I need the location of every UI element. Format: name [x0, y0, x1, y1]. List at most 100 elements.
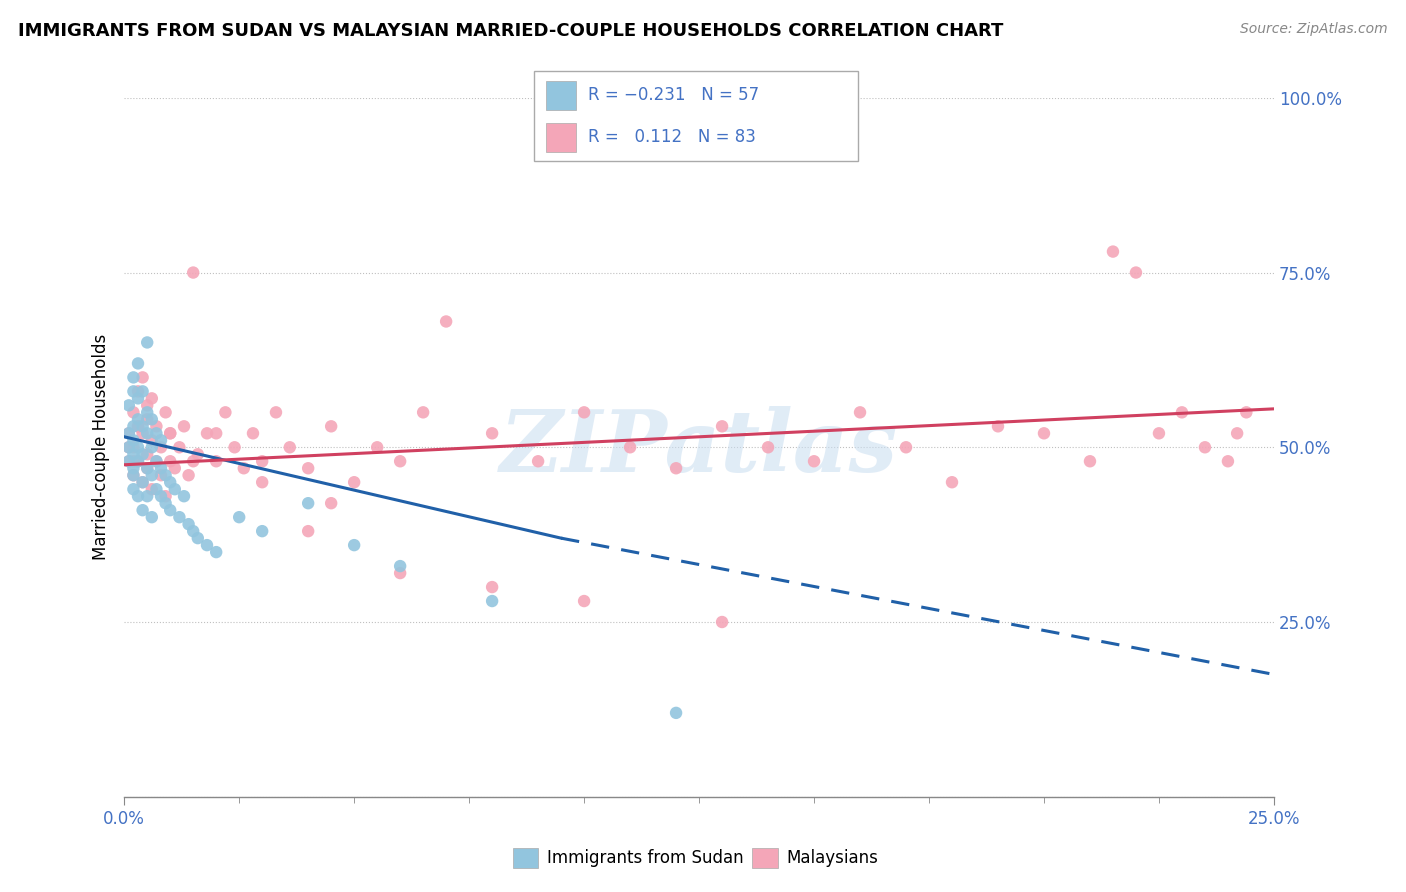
- Point: [169, 440, 191, 454]
- Point: [941, 475, 963, 490]
- Point: [118, 426, 141, 441]
- Point: [141, 510, 163, 524]
- Point: [141, 412, 163, 426]
- Point: [150, 489, 173, 503]
- Point: [155, 468, 177, 483]
- Point: [389, 559, 412, 574]
- Point: [159, 475, 181, 490]
- Point: [155, 489, 177, 503]
- Point: [127, 412, 149, 426]
- Point: [163, 482, 186, 496]
- Point: [169, 510, 191, 524]
- Point: [141, 440, 163, 454]
- Point: [177, 517, 200, 532]
- Point: [136, 447, 159, 461]
- Point: [141, 482, 163, 496]
- Point: [481, 580, 503, 594]
- Point: [122, 434, 145, 448]
- Point: [131, 475, 153, 490]
- Point: [250, 475, 273, 490]
- Point: [527, 454, 550, 468]
- Point: [150, 434, 173, 448]
- Point: [145, 482, 167, 496]
- Point: [173, 419, 195, 434]
- Point: [141, 468, 163, 483]
- Point: [159, 426, 181, 441]
- Point: [141, 434, 163, 448]
- Point: [131, 384, 153, 399]
- Point: [122, 384, 145, 399]
- Point: [155, 496, 177, 510]
- Point: [214, 405, 236, 419]
- Point: [122, 461, 145, 475]
- Point: [127, 392, 149, 406]
- Point: [1147, 426, 1170, 441]
- Point: [145, 454, 167, 468]
- Point: [131, 503, 153, 517]
- Text: Immigrants from Sudan: Immigrants from Sudan: [547, 849, 744, 867]
- Point: [136, 398, 159, 412]
- Point: [187, 447, 209, 461]
- Point: [803, 454, 825, 468]
- Point: [127, 454, 149, 468]
- Point: [181, 266, 204, 280]
- Point: [141, 392, 163, 406]
- Point: [481, 594, 503, 608]
- Point: [366, 440, 388, 454]
- Point: [181, 524, 204, 538]
- Point: [389, 454, 412, 468]
- Point: [756, 440, 779, 454]
- Point: [122, 440, 145, 454]
- Point: [145, 454, 167, 468]
- Text: R =   0.112   N = 83: R = 0.112 N = 83: [588, 128, 755, 146]
- Point: [1033, 426, 1056, 441]
- Point: [343, 475, 366, 490]
- Point: [278, 440, 301, 454]
- Point: [145, 419, 167, 434]
- Point: [136, 461, 159, 475]
- Point: [1226, 426, 1249, 441]
- Point: [321, 419, 343, 434]
- Point: [481, 426, 503, 441]
- Text: R = −0.231   N = 57: R = −0.231 N = 57: [588, 87, 759, 104]
- Point: [572, 594, 595, 608]
- Point: [619, 440, 641, 454]
- Point: [122, 468, 145, 483]
- Point: [297, 524, 319, 538]
- Point: [177, 468, 200, 483]
- Point: [711, 615, 734, 629]
- Point: [250, 524, 273, 538]
- Point: [1216, 454, 1239, 468]
- Point: [122, 419, 145, 434]
- Point: [122, 370, 145, 384]
- Point: [136, 335, 159, 350]
- Point: [122, 405, 145, 419]
- Point: [572, 405, 595, 419]
- Point: [181, 454, 204, 468]
- Point: [131, 419, 153, 434]
- Text: Source: ZipAtlas.com: Source: ZipAtlas.com: [1240, 22, 1388, 37]
- Point: [412, 405, 434, 419]
- Point: [389, 566, 412, 580]
- Point: [159, 426, 181, 441]
- Point: [131, 370, 153, 384]
- Point: [434, 314, 457, 328]
- Point: [205, 426, 228, 441]
- Point: [894, 440, 917, 454]
- Point: [127, 440, 149, 454]
- Point: [987, 419, 1010, 434]
- Point: [321, 496, 343, 510]
- Point: [665, 461, 688, 475]
- Point: [159, 503, 181, 517]
- Point: [145, 426, 167, 441]
- Point: [122, 482, 145, 496]
- Point: [205, 454, 228, 468]
- Point: [127, 419, 149, 434]
- Point: [131, 447, 153, 461]
- Point: [195, 538, 218, 552]
- Point: [195, 426, 218, 441]
- Point: [849, 405, 872, 419]
- Point: [1194, 440, 1216, 454]
- Point: [127, 489, 149, 503]
- Point: [118, 440, 141, 454]
